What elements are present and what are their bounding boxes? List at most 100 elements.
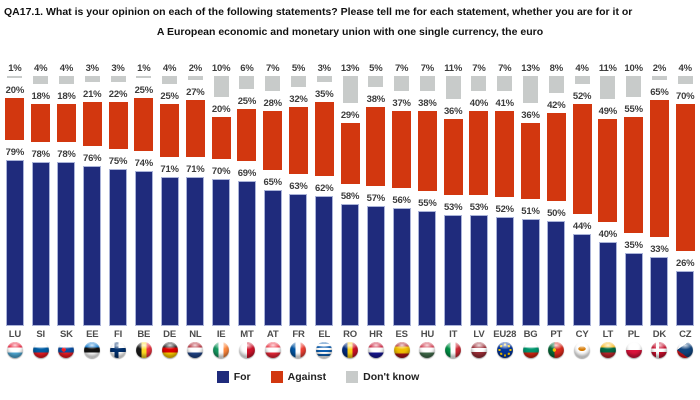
dont-know-value-label: 13% bbox=[521, 63, 540, 75]
dont-know-bar-segment bbox=[574, 76, 590, 85]
dont-know-value-label: 3% bbox=[111, 63, 125, 75]
question-title: QA17.1. What is your opinion on each of … bbox=[4, 6, 633, 18]
dont-know-value-label: 4% bbox=[59, 63, 74, 75]
dont-know-value-label: 3% bbox=[317, 63, 332, 75]
country-fi: FI bbox=[105, 329, 131, 358]
bar-column-si: 4% 18% 78% bbox=[28, 56, 54, 326]
for-value-label: 65% bbox=[263, 176, 282, 188]
for-value-label: 74% bbox=[134, 157, 154, 169]
country-code-label: DK bbox=[652, 329, 667, 340]
country-code-label: NL bbox=[189, 329, 202, 340]
against-value-label: 27% bbox=[186, 87, 205, 99]
country-code-label: PT bbox=[550, 329, 563, 340]
against-value-label: 40% bbox=[469, 97, 489, 109]
for-value-label: 44% bbox=[572, 220, 592, 232]
flag-bg-icon bbox=[522, 342, 539, 358]
against-bar-segment bbox=[185, 100, 205, 157]
for-bar-segment bbox=[160, 176, 179, 326]
bar-column-lu: 1% 20% 79% bbox=[2, 56, 28, 326]
dont-know-value-label: 7% bbox=[420, 63, 435, 75]
against-bar-segment bbox=[288, 106, 308, 174]
bar-column-de: 4% 25% 71% bbox=[157, 56, 183, 326]
against-bar-segment bbox=[56, 104, 76, 143]
flag-at-icon bbox=[264, 342, 281, 358]
against-value-label: 35% bbox=[315, 89, 334, 101]
against-bar-segment bbox=[675, 104, 695, 252]
against-value-label: 25% bbox=[160, 91, 179, 103]
against-bar-segment bbox=[598, 119, 618, 222]
against-bar-segment bbox=[366, 106, 386, 187]
against-bar-segment bbox=[649, 100, 669, 237]
country-lt: LT bbox=[595, 329, 621, 358]
for-bar-segment bbox=[444, 214, 463, 326]
country-code-label: LU bbox=[8, 329, 22, 340]
flag-es-icon bbox=[393, 342, 410, 358]
dont-know-value-label: 13% bbox=[340, 63, 360, 75]
for-value-label: 51% bbox=[521, 205, 540, 217]
bar-column-el: 3% 35% 62% bbox=[311, 56, 337, 326]
dont-know-bar-segment bbox=[33, 76, 49, 85]
for-value-label: 79% bbox=[5, 147, 25, 159]
flag-be-icon bbox=[135, 342, 152, 358]
country-de: DE bbox=[157, 329, 183, 358]
for-value-label: 40% bbox=[598, 229, 618, 240]
against-value-label: 65% bbox=[650, 87, 669, 99]
country-code-label: ES bbox=[395, 329, 408, 340]
bar-column-fr: 5% 32% 63% bbox=[286, 56, 312, 326]
country-code-label: SI bbox=[36, 329, 45, 340]
against-bar-segment bbox=[572, 104, 592, 214]
against-value-label: 18% bbox=[31, 91, 50, 103]
dont-know-bar-segment bbox=[419, 76, 435, 91]
bar-column-mt: 6% 25% 69% bbox=[234, 56, 260, 326]
for-value-label: 75% bbox=[108, 155, 128, 167]
for-value-label: 76% bbox=[83, 153, 102, 165]
bar-column-nl: 2% 27% 71% bbox=[182, 56, 208, 326]
bar-column-pt: 8% 42% 50% bbox=[543, 56, 569, 326]
for-bar-segment bbox=[31, 162, 50, 326]
flag-el-icon bbox=[316, 342, 333, 358]
for-value-label: 26% bbox=[675, 258, 695, 270]
country-code-label: LV bbox=[473, 329, 485, 340]
for-bar-segment bbox=[650, 256, 669, 326]
for-value-label: 70% bbox=[211, 166, 231, 177]
against-value-label: 20% bbox=[5, 85, 25, 97]
dont-know-bar-segment bbox=[445, 76, 461, 100]
bar-column-cy: 4% 52% 44% bbox=[569, 56, 595, 326]
bar-column-lt: 11% 49% 40% bbox=[595, 56, 621, 326]
flag-ro-icon bbox=[342, 342, 359, 358]
dont-know-bar-segment bbox=[497, 76, 513, 91]
against-value-label: 36% bbox=[443, 106, 463, 118]
country-axis: LU SI SK EE FI BE DE NL IE MT AT FR EL RO HR ES HU IT LV EU… bbox=[2, 329, 698, 358]
flag-lu-icon bbox=[6, 342, 23, 358]
country-si: SI bbox=[28, 329, 54, 358]
dont-know-value-label: 5% bbox=[291, 63, 306, 75]
for-bar-segment bbox=[5, 160, 24, 326]
dont-know-bar-segment bbox=[58, 76, 74, 85]
for-value-label: 35% bbox=[624, 239, 643, 251]
dont-know-bar-segment bbox=[187, 76, 203, 81]
against-value-label: 18% bbox=[57, 91, 76, 103]
flag-fi-icon bbox=[110, 342, 127, 358]
dont-know-value-label: 7% bbox=[394, 63, 409, 75]
against-value-label: 36% bbox=[521, 110, 540, 122]
country-code-label: CY bbox=[575, 329, 589, 340]
bar-column-hr: 5% 38% 57% bbox=[363, 56, 389, 326]
bar-column-at: 7% 28% 65% bbox=[260, 56, 286, 326]
dont-know-value-label: 2% bbox=[188, 63, 203, 75]
dont-know-value-label: 4% bbox=[678, 63, 693, 75]
against-bar-segment bbox=[521, 123, 541, 199]
against-swatch-icon bbox=[270, 371, 283, 383]
flag-dk-icon bbox=[651, 342, 668, 358]
country-sk: SK bbox=[54, 329, 80, 358]
flag-hu-icon bbox=[419, 342, 436, 358]
country-pl: PL bbox=[621, 329, 647, 358]
against-bar-segment bbox=[211, 117, 231, 159]
against-value-label: 42% bbox=[547, 99, 566, 111]
dont-know-bar-segment bbox=[342, 76, 358, 104]
dont-know-bar-segment bbox=[290, 76, 306, 87]
country-code-label: IE bbox=[216, 329, 226, 340]
dont-know-value-label: 7% bbox=[266, 63, 280, 75]
country-code-label: BG bbox=[523, 329, 538, 340]
for-bar-segment bbox=[186, 176, 205, 326]
